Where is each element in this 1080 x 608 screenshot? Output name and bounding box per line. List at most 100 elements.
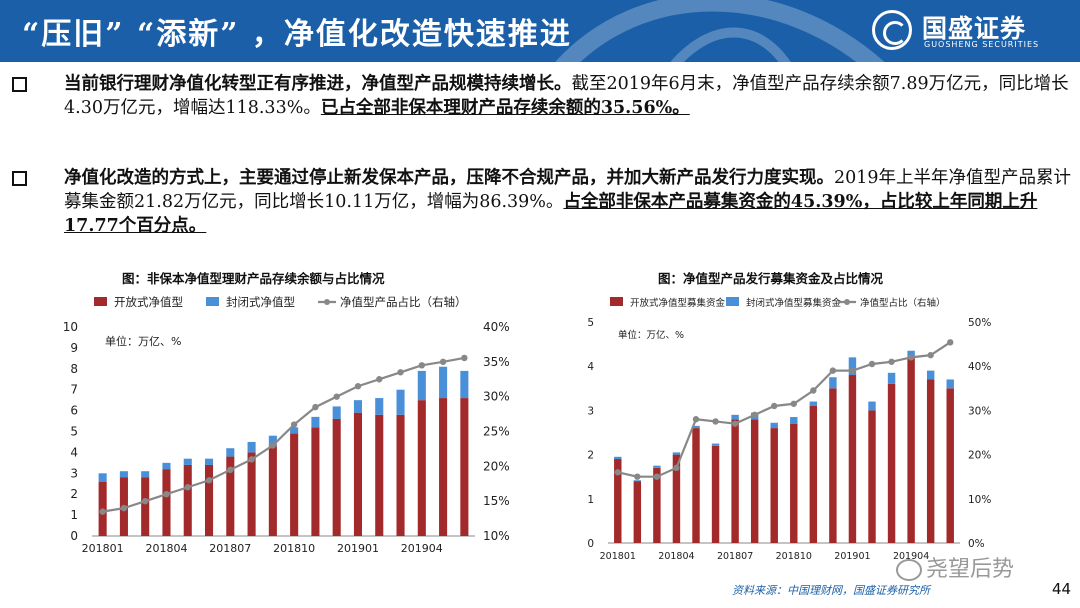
bar-open (926, 379, 935, 543)
ratio-point (907, 354, 915, 361)
source-note: 资料来源：中国理财网，国盛证券研究所 (732, 584, 930, 597)
bar-closed (98, 473, 107, 482)
y-right-tick-label: 10% (483, 529, 510, 543)
logo-subtitle: GUOSHENG SECURITIES (924, 40, 1040, 49)
wechat-icon (896, 559, 922, 581)
x-tick-label: 201807 (209, 542, 251, 555)
bar-closed (770, 422, 778, 429)
bar-open (204, 464, 214, 536)
ratio-point (333, 393, 340, 400)
legend-swatch (206, 297, 219, 306)
bar-closed (653, 465, 661, 468)
bar-open (750, 419, 759, 543)
ratio-point (790, 400, 797, 407)
bar-open (375, 414, 384, 536)
ratio-point (205, 477, 213, 484)
bar-open (868, 410, 876, 543)
bar-closed (417, 370, 426, 401)
ratio-point (888, 358, 895, 365)
bar-open (417, 400, 426, 536)
ratio-point (312, 403, 319, 411)
ratio-point (439, 358, 447, 366)
bar-closed (353, 400, 363, 413)
legend-label: 开放式净值型 (114, 295, 183, 309)
bar-open (653, 467, 661, 543)
y-left-tick-label: 8 (70, 362, 78, 376)
bar-closed (809, 401, 818, 406)
bar-open (790, 423, 798, 543)
x-tick-label: 201801 (600, 551, 636, 562)
bar-open (946, 388, 954, 543)
bar-closed (311, 416, 320, 428)
logo-name: 国盛证券 (922, 14, 1027, 43)
chart-2-title: 图：净值型产品发行募集资金及占比情况 (658, 271, 884, 286)
y-right-tick-label: 40% (483, 320, 510, 334)
ratio-point (634, 473, 641, 480)
bar-open (141, 477, 150, 536)
ratio-point (269, 442, 277, 449)
slide-title: “压旧” “添新” ，净值化改造快速推进 (22, 17, 572, 52)
bar-closed (396, 389, 405, 415)
ratio-point (418, 362, 426, 369)
x-tick-label: 201901 (834, 551, 870, 562)
ratio-point (771, 402, 778, 410)
watermark-text: 尧望后势 (926, 557, 1015, 582)
bar-closed (790, 417, 798, 424)
bar-open (290, 433, 299, 536)
y-right-tick-label: 25% (483, 425, 510, 439)
y-right-tick-label: 40% (968, 361, 991, 373)
x-tick-label: 201904 (401, 542, 443, 555)
y-left-tick-label: 6 (70, 404, 78, 418)
bar-open (439, 398, 448, 536)
bar-closed (887, 372, 896, 384)
ratio-point (692, 416, 700, 423)
bar-closed (946, 379, 954, 389)
ratio-point (376, 376, 383, 383)
logo-icon (872, 10, 912, 50)
x-tick-label: 201901 (337, 542, 379, 555)
legend-marker (844, 299, 850, 305)
bar-open (353, 412, 363, 536)
y-left-tick-label: 2 (587, 450, 594, 462)
ratio-point (397, 369, 404, 376)
bar-closed (204, 458, 214, 465)
ratio-point (653, 473, 661, 480)
bar-open (907, 357, 915, 543)
bullet-2: 净值化改造的方式上，主要通过停止新发保本产品，压降不合规产品，并加大新产品发行力… (12, 166, 1072, 238)
ratio-point (712, 418, 719, 425)
bar-open (731, 419, 739, 543)
bar-closed (375, 398, 384, 415)
bar-open (396, 414, 405, 536)
y-left-tick-label: 1 (587, 494, 594, 506)
legend-label: 封闭式净值型 (226, 295, 295, 309)
ratio-point (461, 354, 468, 362)
bar-open (809, 405, 818, 543)
x-tick-label: 201807 (717, 551, 753, 562)
y-left-tick-label: 4 (587, 361, 594, 373)
page-number: 44 (1052, 580, 1072, 598)
ratio-point (614, 469, 621, 476)
bar-closed (332, 406, 341, 419)
ratio-point (227, 466, 234, 474)
header-decoration (555, 0, 885, 62)
bar-closed (162, 462, 171, 470)
ratio-point (163, 491, 170, 498)
bar-open (268, 446, 277, 536)
legend-label: 净值型产品占比（右轴） (340, 295, 467, 309)
legend-label: 封闭式净值型募集资金 (746, 297, 842, 309)
bullet-2-body: 2019年上半年净值型产品累计募集金额21.82万亿元，同比增长10.11万亿，… (64, 168, 1072, 212)
bar-closed (268, 435, 277, 447)
ratio-line (102, 356, 465, 513)
bar-open (226, 456, 235, 536)
chart-1-title: 图：非保本净值型理财产品存续余额与占比情况 (122, 271, 385, 286)
y-left-tick-label: 0 (70, 529, 78, 543)
bar-open (633, 481, 642, 543)
legend-swatch (610, 297, 623, 306)
bar-closed (247, 441, 256, 453)
bar-closed (439, 366, 448, 399)
bar-closed (868, 401, 876, 411)
bar-closed (907, 350, 915, 358)
bar-open (332, 418, 341, 536)
bar-open (711, 445, 720, 543)
y-left-tick-label: 7 (70, 383, 78, 397)
